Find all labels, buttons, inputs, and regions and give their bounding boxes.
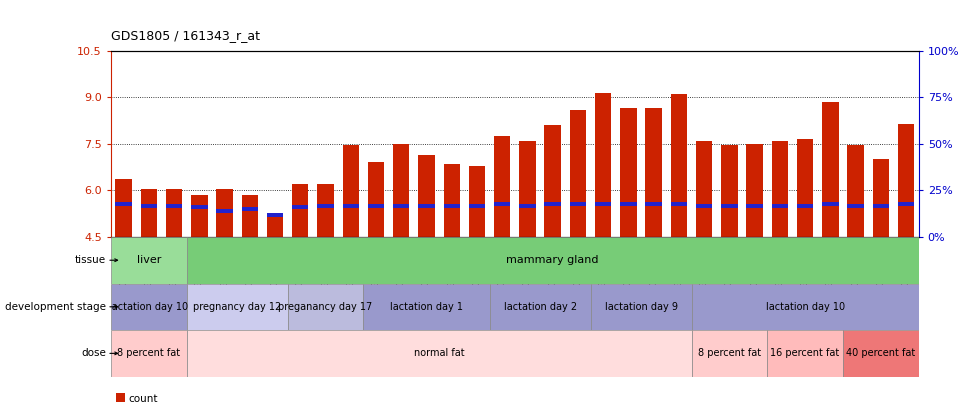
Bar: [671, 94, 687, 237]
Bar: [267, 213, 284, 217]
Text: dose: dose: [81, 348, 106, 358]
Bar: [489, 284, 591, 330]
Text: lactation day 10: lactation day 10: [765, 302, 844, 312]
Bar: [746, 204, 762, 208]
Bar: [186, 330, 692, 377]
Bar: [216, 209, 233, 213]
Text: tissue: tissue: [75, 255, 106, 265]
Bar: [186, 284, 288, 330]
Text: lactation day 9: lactation day 9: [604, 302, 677, 312]
Bar: [847, 145, 864, 237]
Bar: [721, 145, 737, 237]
Bar: [772, 204, 788, 208]
Bar: [393, 144, 409, 237]
Bar: [692, 284, 919, 330]
Bar: [767, 330, 843, 377]
Bar: [519, 204, 536, 208]
Text: GDS1805 / 161343_r_at: GDS1805 / 161343_r_at: [111, 30, 260, 43]
Text: lactation day 1: lactation day 1: [390, 302, 463, 312]
Bar: [343, 145, 359, 237]
Bar: [494, 136, 510, 237]
Bar: [469, 166, 485, 237]
Bar: [692, 330, 767, 377]
Bar: [897, 124, 914, 237]
Bar: [111, 284, 186, 330]
Bar: [569, 202, 586, 206]
Bar: [822, 202, 839, 206]
Bar: [444, 204, 460, 208]
Bar: [772, 141, 788, 237]
Bar: [620, 202, 637, 206]
Text: mammary gland: mammary gland: [507, 255, 599, 265]
Text: liver: liver: [137, 255, 161, 265]
Bar: [267, 214, 284, 237]
Bar: [418, 155, 434, 237]
Bar: [111, 330, 186, 377]
Bar: [191, 205, 207, 209]
Bar: [591, 284, 692, 330]
Bar: [368, 204, 384, 208]
Bar: [721, 204, 737, 208]
Bar: [292, 184, 309, 237]
Bar: [696, 204, 712, 208]
Bar: [797, 139, 813, 237]
Bar: [620, 108, 637, 237]
Bar: [646, 108, 662, 237]
Bar: [469, 204, 485, 208]
Text: lactation day 10: lactation day 10: [109, 302, 188, 312]
Bar: [116, 202, 132, 206]
Bar: [544, 202, 561, 206]
Text: lactation day 2: lactation day 2: [504, 302, 577, 312]
Bar: [797, 204, 813, 208]
Text: pregnancy day 12: pregnancy day 12: [193, 302, 282, 312]
Bar: [292, 205, 309, 209]
Bar: [897, 202, 914, 206]
Text: preganancy day 17: preganancy day 17: [278, 302, 372, 312]
Text: 40 percent fat: 40 percent fat: [846, 348, 916, 358]
Bar: [847, 204, 864, 208]
Bar: [241, 195, 258, 237]
Bar: [595, 202, 612, 206]
Bar: [544, 125, 561, 237]
Text: 8 percent fat: 8 percent fat: [698, 348, 761, 358]
Bar: [111, 237, 186, 284]
Bar: [671, 202, 687, 206]
Text: normal fat: normal fat: [414, 348, 464, 358]
Bar: [872, 204, 889, 208]
Bar: [519, 141, 536, 237]
Bar: [444, 164, 460, 237]
Bar: [822, 102, 839, 237]
Bar: [216, 189, 233, 237]
Text: count: count: [128, 394, 158, 404]
Bar: [696, 141, 712, 237]
Bar: [343, 204, 359, 208]
Bar: [141, 204, 157, 208]
Bar: [317, 204, 334, 208]
Bar: [364, 284, 489, 330]
Bar: [317, 184, 334, 237]
Text: 8 percent fat: 8 percent fat: [118, 348, 180, 358]
Bar: [368, 162, 384, 237]
Bar: [166, 204, 182, 208]
Text: 16 percent fat: 16 percent fat: [770, 348, 840, 358]
Bar: [843, 330, 919, 377]
Bar: [872, 159, 889, 237]
Bar: [166, 189, 182, 237]
Bar: [191, 195, 207, 237]
Bar: [141, 189, 157, 237]
Bar: [288, 284, 364, 330]
Bar: [241, 207, 258, 211]
Bar: [646, 202, 662, 206]
Bar: [746, 144, 762, 237]
Bar: [569, 110, 586, 237]
Bar: [116, 179, 132, 237]
Bar: [595, 93, 612, 237]
Text: development stage: development stage: [5, 302, 106, 312]
Bar: [494, 202, 510, 206]
Bar: [418, 204, 434, 208]
Bar: [393, 204, 409, 208]
